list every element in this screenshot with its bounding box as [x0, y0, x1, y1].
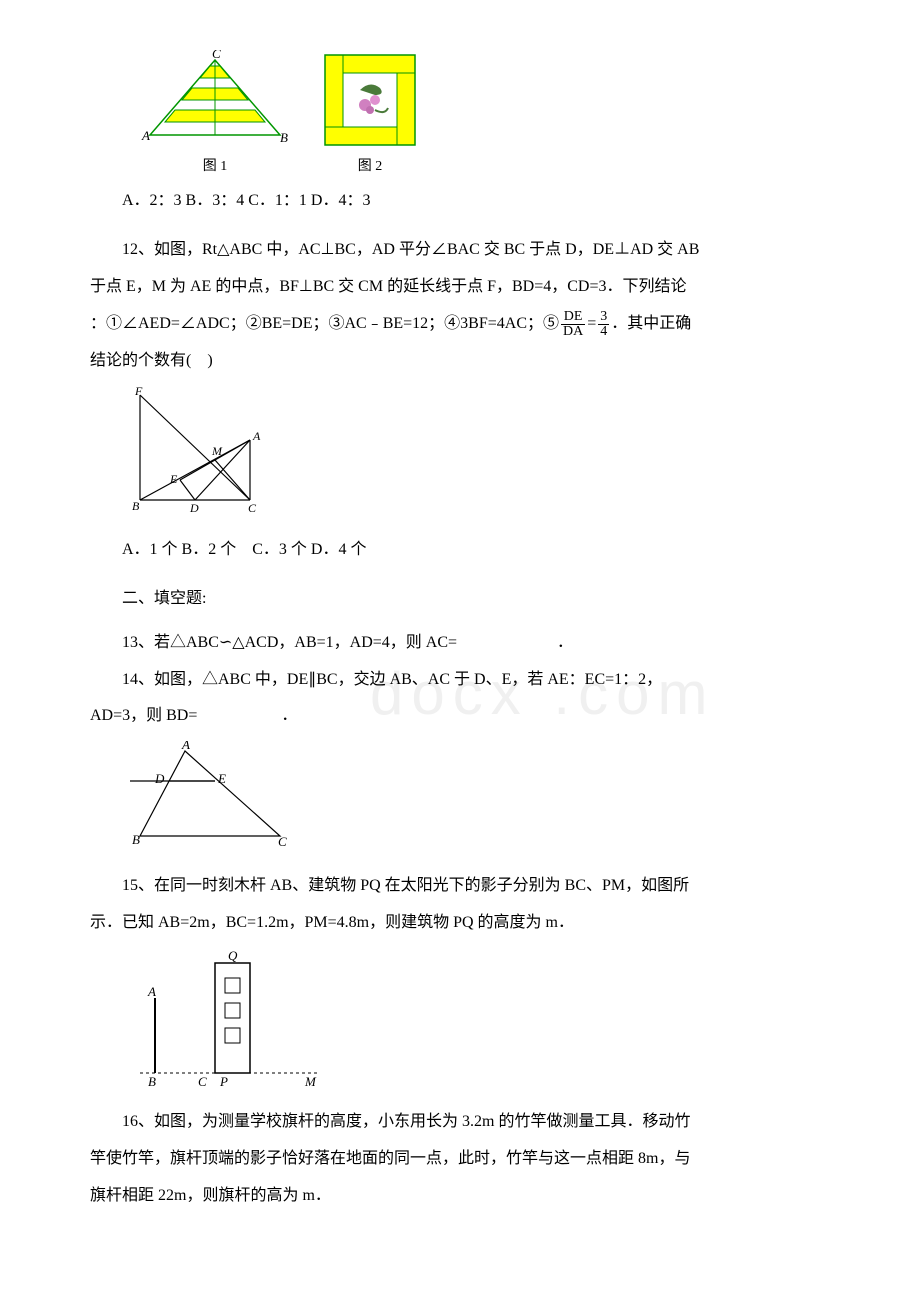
figure-2-caption: 图 2	[358, 154, 383, 179]
figure-2-block: 图 2	[320, 50, 420, 179]
q12-line2: 于点 E，M 为 AE 的中点，BF⊥BC 交 CM 的延长线于点 F，BD=4…	[90, 273, 830, 302]
frac-num: DE	[561, 310, 585, 325]
figure-1-caption: 图 1	[203, 154, 228, 179]
svg-text:C: C	[278, 834, 287, 849]
svg-text:M: M	[211, 444, 223, 458]
q12-line1: 12、如图，Rt△ABC 中，AC⊥BC，AD 平分∠BAC 交 BC 于点 D…	[90, 236, 830, 265]
svg-text:E: E	[169, 472, 178, 486]
svg-text:D: D	[189, 501, 199, 515]
svg-text:B: B	[132, 499, 140, 513]
figure-1-svg: A B C	[140, 50, 290, 150]
q15-line1: 15、在同一时刻木杆 AB、建筑物 PQ 在太阳光下的影子分别为 BC、PM，如…	[90, 872, 830, 901]
svg-text:B: B	[132, 832, 140, 847]
svg-text:M: M	[304, 1074, 317, 1088]
q12-line3-pre: ：①∠AED=∠ADC；②BE=DE；③AC﹣BE=12；④3BF=4AC；⑤	[90, 315, 559, 332]
q11-options: A．2：3 B．3：4 C．1：1 D．4：3	[90, 187, 830, 216]
fraction-de-da: DEDA	[561, 310, 585, 339]
q16-line3: 旗杆相距 22m，则旗杆的高为 m．	[90, 1182, 830, 1211]
svg-text:A: A	[181, 741, 190, 752]
q16-line2: 竿使竹竿，旗杆顶端的影子恰好落在地面的同一点，此时，竹竿与这一点相距 8m，与	[90, 1145, 830, 1174]
svg-text:A: A	[252, 429, 261, 443]
q14-diagram: A B C D E	[130, 741, 830, 862]
svg-text:B: B	[148, 1074, 156, 1088]
svg-text:P: P	[219, 1074, 228, 1088]
q12-line3-post: ．其中正确	[611, 315, 691, 332]
q13: 13、若△ABC∽△ACD，AB=1，AD=4，则 AC= ．	[90, 629, 830, 658]
label-A: A	[141, 128, 150, 143]
frac-den: DA	[561, 325, 585, 339]
q15-line2: 示．已知 AB=2m，BC=1.2m，PM=4.8m，则建筑物 PQ 的高度为 …	[90, 909, 830, 938]
q12-options: A．1 个 B．2 个 C．3 个 D．4 个	[90, 536, 830, 565]
q14-line1: 14、如图，△ABC 中，DE∥BC，交边 AB、AC 于 D、E，若 AE：E…	[90, 666, 830, 695]
frac2-den: 4	[598, 325, 609, 339]
svg-text:D: D	[154, 771, 165, 786]
svg-text:C: C	[198, 1074, 207, 1088]
q14-line2: AD=3，则 BD= ．	[90, 702, 830, 731]
q16-line1: 16、如图，为测量学校旗杆的高度，小东用长为 3.2m 的竹竿做测量工具．移动竹	[90, 1108, 830, 1137]
figure-1-block: A B C 图 1	[140, 50, 290, 179]
frac2-num: 3	[598, 310, 609, 325]
label-B: B	[280, 130, 288, 145]
fraction-3-4: 34	[598, 310, 609, 339]
q11-figures: A B C 图 1	[140, 50, 830, 179]
svg-text:A: A	[147, 984, 156, 999]
q15-diagram: A B C P Q M	[130, 948, 830, 1099]
label-C: C	[212, 50, 221, 61]
svg-text:Q: Q	[228, 948, 238, 963]
svg-text:E: E	[217, 771, 226, 786]
svg-text:C: C	[248, 501, 257, 515]
figure-2-svg	[320, 50, 420, 150]
q12-diagram: F A B C D E M	[130, 385, 830, 526]
svg-text:F: F	[134, 385, 143, 398]
q12-line3: ：①∠AED=∠ADC；②BE=DE；③AC﹣BE=12；④3BF=4AC；⑤D…	[90, 310, 830, 339]
q12-line4: 结论的个数有( )	[90, 347, 830, 376]
section-2-heading: 二、填空题:	[90, 585, 830, 614]
